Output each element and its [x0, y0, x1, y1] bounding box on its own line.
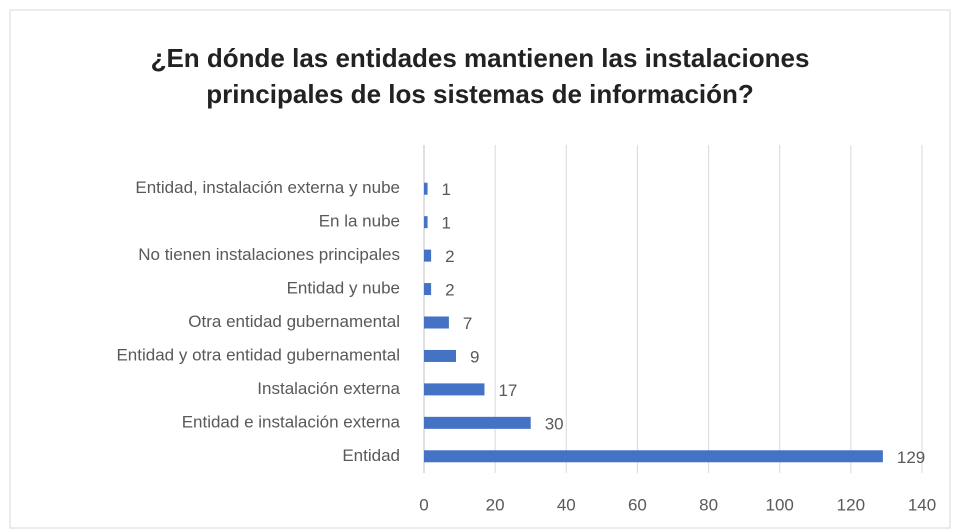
y-tick-label: Entidad y nube: [287, 279, 400, 298]
y-tick-label: En la nube: [319, 212, 400, 231]
y-tick-label: Entidad, instalación externa y nube: [135, 178, 400, 197]
data-label: 2: [445, 281, 454, 300]
bar: [424, 249, 432, 262]
y-tick-label: Entidad y otra entidad gubernamental: [116, 345, 400, 364]
bar: [424, 316, 449, 329]
x-tick-label: 0: [419, 495, 428, 514]
x-tick-label: 80: [699, 495, 718, 514]
y-tick-label: Otra entidad gubernamental: [188, 312, 400, 331]
data-label: 2: [445, 247, 454, 266]
y-tick-label: Entidad: [342, 446, 400, 465]
bar: [424, 216, 428, 229]
x-tick-label: 100: [766, 495, 794, 514]
bar: [424, 383, 485, 396]
data-label: 30: [545, 414, 564, 433]
bar: [424, 450, 883, 463]
bar: [424, 416, 531, 429]
bar: [424, 349, 457, 362]
data-label: 9: [470, 347, 479, 366]
x-tick-label: 140: [908, 495, 936, 514]
x-tick-label: 120: [837, 495, 865, 514]
data-label: 129: [897, 448, 925, 467]
x-tick-label: 40: [557, 495, 576, 514]
x-tick-label: 20: [486, 495, 505, 514]
data-label: 1: [442, 180, 451, 199]
data-label: 7: [463, 314, 472, 333]
y-tick-label: Instalación externa: [257, 379, 400, 398]
chart-border: [9, 9, 951, 529]
y-tick-label: No tienen instalaciones principales: [138, 245, 400, 264]
bar: [424, 283, 432, 296]
x-tick-label: 60: [628, 495, 647, 514]
chart-title: ¿En dónde las entidades mantienen las in…: [150, 43, 810, 109]
bar: [424, 182, 428, 195]
data-label: 1: [442, 214, 451, 233]
data-label: 17: [498, 381, 517, 400]
y-tick-label: Entidad e instalación externa: [182, 412, 401, 431]
